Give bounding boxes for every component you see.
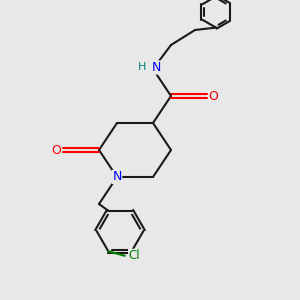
Text: N: N bbox=[151, 61, 161, 74]
Text: N: N bbox=[112, 170, 122, 184]
Text: H: H bbox=[138, 62, 147, 73]
Text: Cl: Cl bbox=[129, 249, 140, 262]
Text: O: O bbox=[52, 143, 61, 157]
Text: O: O bbox=[209, 89, 218, 103]
